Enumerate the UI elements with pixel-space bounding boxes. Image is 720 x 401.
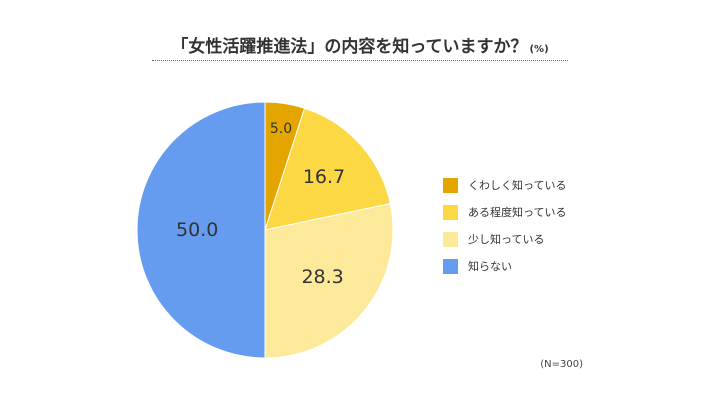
legend-swatch-shiranai xyxy=(443,258,458,274)
legend-label-sukoshi: 少し知っている xyxy=(468,233,545,246)
legend-item-kuwashiku: くわしく知っている xyxy=(443,176,566,194)
legend-swatch-sukoshi xyxy=(443,231,458,247)
pie-label-aruteido: 16.7 xyxy=(303,166,345,188)
legend: くわしく知っている ある程度知っている 少し知っている 知らない xyxy=(443,176,566,284)
pie-slice-aruteido xyxy=(264,107,391,231)
pie-slices xyxy=(136,101,394,359)
legend-label-kuwashiku: くわしく知っている xyxy=(468,179,567,192)
pie-label-shiranai: 50.0 xyxy=(176,219,218,241)
pie-label-kuwashiku: 5.0 xyxy=(270,121,292,137)
pie-slice-sukoshi xyxy=(264,203,394,359)
legend-label-shiranai: 知らない xyxy=(468,260,512,273)
pie-label-sukoshi: 28.3 xyxy=(301,266,343,288)
legend-swatch-aruteido xyxy=(443,204,458,220)
pie-slice-shiranai xyxy=(136,101,266,359)
legend-label-aruteido: ある程度知っている xyxy=(468,206,567,219)
chart-title: 「女性活躍推進法」の内容を知っていますか？ (%) xyxy=(0,32,720,57)
legend-item-shiranai: 知らない xyxy=(443,257,566,275)
legend-swatch-kuwashiku xyxy=(443,177,458,193)
pie-labels: 5.0 16.7 28.3 50.0 xyxy=(176,121,345,288)
legend-item-sukoshi: 少し知っている xyxy=(443,230,566,248)
chart-unit: (%) xyxy=(529,44,549,55)
legend-item-aruteido: ある程度知っている xyxy=(443,203,566,221)
title-divider xyxy=(152,60,568,61)
chart-title-text: 「女性活躍推進法」の内容を知っていますか？ xyxy=(171,37,528,57)
sample-size-note: (N=300) xyxy=(540,359,583,370)
